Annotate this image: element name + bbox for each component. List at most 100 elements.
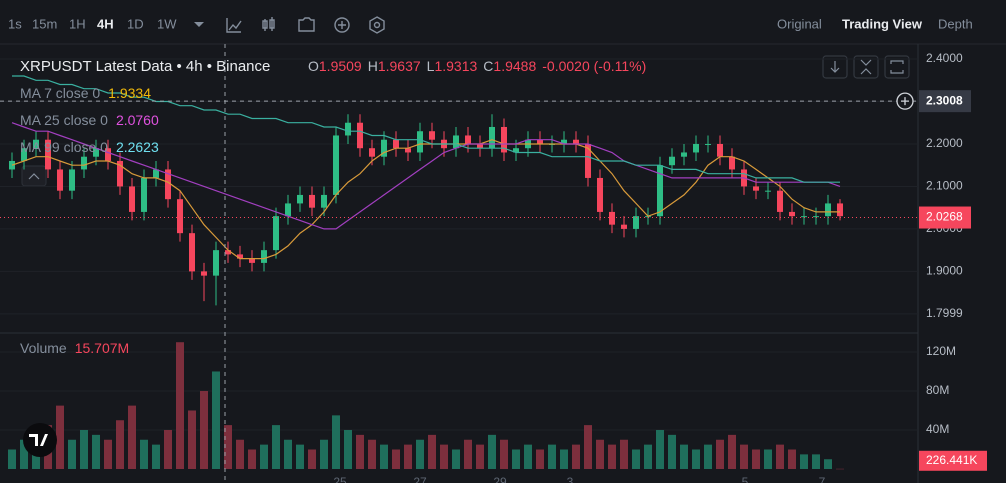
screenshot-icon[interactable] — [298, 17, 315, 32]
indicator-icon[interactable] — [226, 18, 242, 33]
candle-body — [297, 194, 303, 204]
volume-bar — [584, 425, 592, 469]
candle-body — [345, 122, 351, 136]
interval-option[interactable]: 4H — [97, 16, 114, 31]
candle-body — [381, 139, 387, 157]
volume-bar — [788, 449, 796, 469]
candle-body — [717, 143, 723, 157]
candle-body — [213, 250, 219, 276]
moving-averages — [11, 75, 841, 260]
interval-option[interactable]: 1W — [157, 16, 177, 31]
candle-body — [9, 160, 15, 170]
interval-dropdown[interactable] — [194, 22, 204, 27]
ohlc-key: O — [308, 58, 319, 74]
fullscreen-button[interactable] — [884, 55, 910, 79]
candle-body — [393, 139, 399, 149]
down-button[interactable] — [822, 55, 848, 79]
volume-bar — [680, 444, 688, 469]
collapse-button[interactable] — [853, 55, 879, 79]
volume-bar — [572, 444, 580, 469]
volume-bar — [320, 439, 328, 469]
volume-bar — [56, 405, 64, 469]
candle-body — [429, 131, 435, 140]
volume-bar — [248, 449, 256, 469]
volume-bar — [200, 390, 208, 469]
volume-bar — [704, 444, 712, 469]
volume-bar — [620, 439, 628, 469]
volume-bar — [692, 449, 700, 469]
candle-body — [153, 169, 159, 178]
candle-body — [693, 143, 699, 153]
ohlc-key: L — [427, 58, 435, 74]
interval-option[interactable]: 1s — [8, 16, 22, 31]
ohlc-legend: O1.9509 H1.9637 L1.9313 C1.9488 -0.0020 (-0.… — [308, 58, 646, 74]
x-tick-label: 25 — [333, 475, 347, 483]
y-tick-label: 1.7999 — [926, 306, 963, 320]
y-tick-label: 2.1000 — [926, 179, 963, 193]
volume-legend: Volume 15.707M — [20, 340, 129, 356]
ohlc-key: C — [483, 58, 493, 74]
candle-body — [81, 156, 87, 170]
candle-body — [129, 186, 135, 212]
legend-toggle[interactable] — [21, 165, 47, 187]
candle-body — [453, 135, 459, 149]
volume-bar — [308, 449, 316, 469]
candle-body — [561, 139, 567, 144]
candle-body — [105, 148, 111, 161]
volume-bar — [368, 439, 376, 469]
view-option[interactable]: Original — [777, 16, 822, 31]
candle-body — [141, 177, 147, 212]
candle-body — [621, 224, 627, 229]
interval-option[interactable]: 1H — [69, 16, 86, 31]
volume-bar — [644, 444, 652, 469]
view-option[interactable]: Trading View — [842, 16, 923, 31]
volume-bar — [752, 449, 760, 469]
candle-body — [825, 203, 831, 217]
candle-body — [489, 126, 495, 149]
volume-bar — [392, 449, 400, 469]
interval-option[interactable]: 15m — [32, 16, 57, 31]
fullscreen-icon — [890, 60, 904, 74]
volume-bar — [632, 449, 640, 469]
volume-bar — [92, 434, 100, 469]
volume-bar — [608, 444, 616, 469]
ma-name: MA 99 close 0 — [20, 139, 108, 155]
candle-body — [321, 194, 327, 208]
volume-bar — [800, 454, 808, 469]
volume-bar — [836, 468, 844, 470]
volume-bar — [812, 454, 820, 469]
volume-bar — [560, 449, 568, 469]
ohlc-value: 1.9637 — [378, 58, 421, 74]
volume-name: Volume — [20, 340, 67, 356]
volume-bar — [764, 449, 772, 469]
settings-icon[interactable] — [369, 16, 385, 34]
ma-legend: MA 99 close 0 2.2623 — [20, 139, 159, 155]
volume-bar — [260, 444, 268, 469]
volume-bar — [548, 444, 556, 469]
volume-bar — [476, 444, 484, 469]
candle-body — [573, 139, 579, 144]
x-tick-label: 3 — [567, 475, 574, 483]
candle-body — [309, 194, 315, 208]
candle-body — [21, 148, 27, 161]
overlay: 25 27 29 3 5 7 2.3008 2.0268 226.441K — [0, 44, 987, 483]
candle-body — [57, 169, 63, 191]
candle-body — [417, 131, 423, 153]
add-icon[interactable] — [334, 17, 350, 33]
volume-bar — [176, 342, 184, 469]
volume-value: 15.707M — [75, 340, 129, 356]
y-tick-label: 2.2000 — [926, 136, 963, 150]
x-tick-label: 27 — [413, 475, 427, 483]
candle-body — [513, 148, 519, 153]
volume-bar — [104, 439, 112, 469]
view-option[interactable]: Depth — [938, 16, 973, 31]
candle-body — [225, 250, 231, 255]
last-price-bg — [919, 206, 971, 229]
candle-icon[interactable] — [262, 17, 275, 31]
ma-line — [12, 75, 840, 183]
interval-option[interactable]: 1D — [127, 16, 144, 31]
volume-bar — [164, 429, 172, 469]
tv-logo — [23, 423, 57, 457]
